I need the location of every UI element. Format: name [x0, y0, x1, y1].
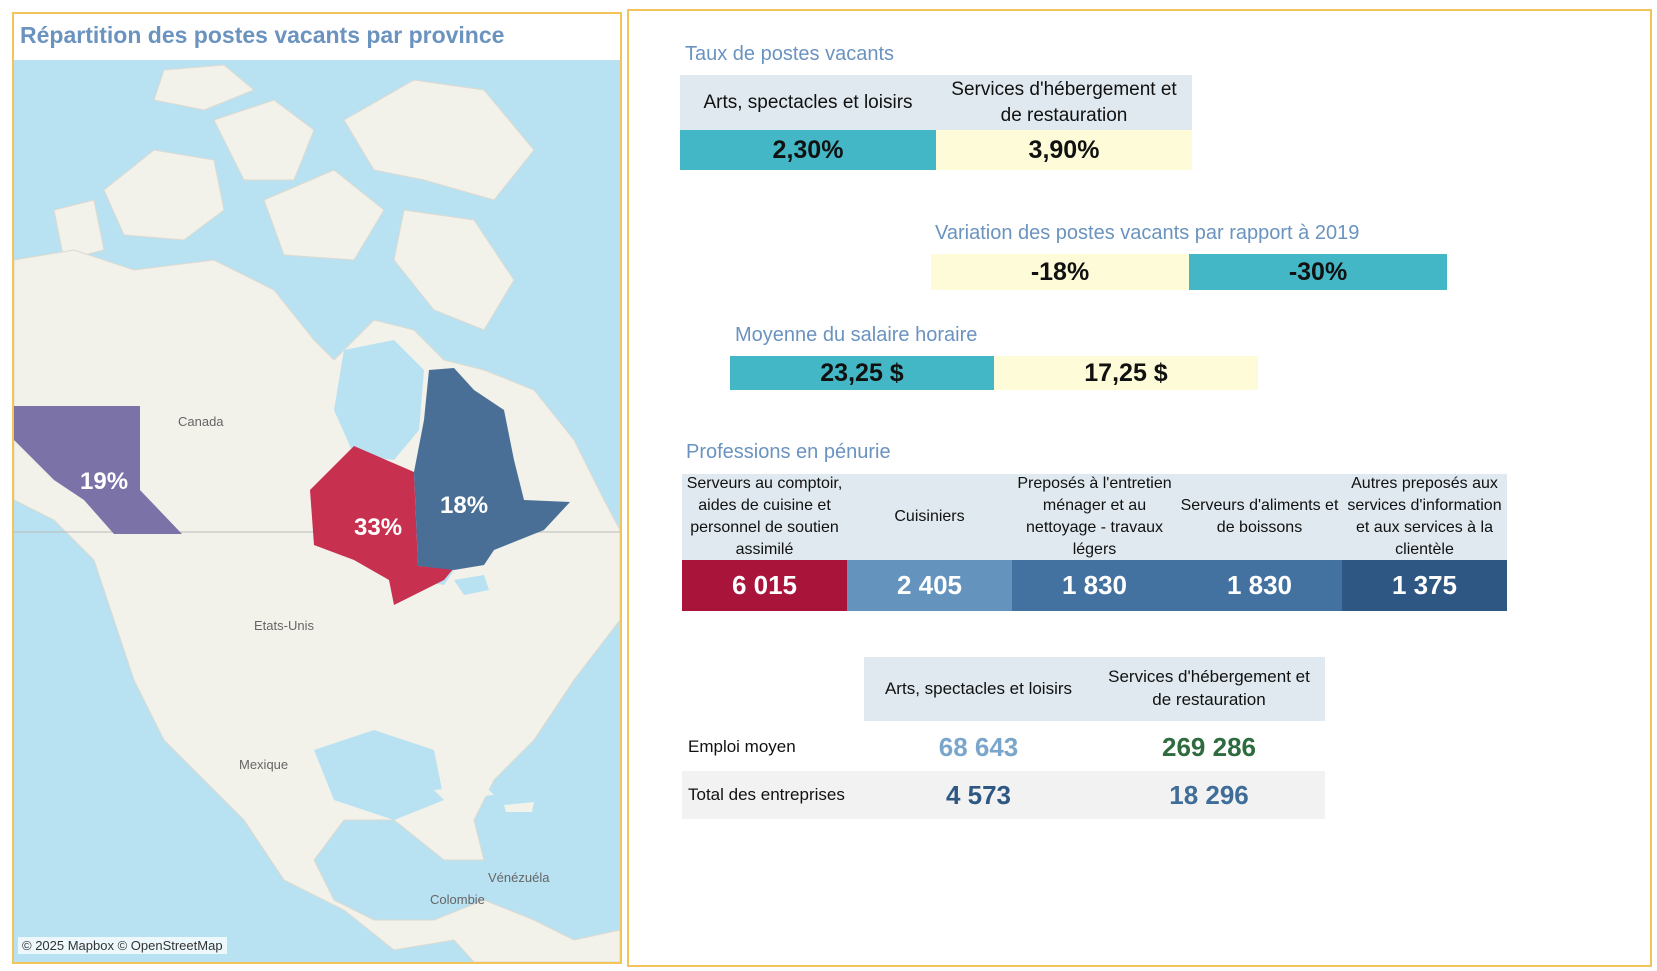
- dashboard-panel: Taux de postes vacants Arts, spectacles …: [627, 9, 1652, 967]
- variation-value-arts: -18%: [931, 254, 1189, 290]
- table-row-label-emploi: Emploi moyen: [688, 737, 796, 756]
- map-svg: [14, 60, 620, 962]
- rate-value-arts: 2,30%: [680, 130, 936, 170]
- variation-title: Variation des postes vacants par rapport…: [935, 222, 1360, 244]
- shortage-value-autres: 1 375: [1342, 560, 1507, 611]
- table-header-hebergement: Services d'hébergement et de restauratio…: [1093, 657, 1325, 721]
- rate-header-arts: Arts, spectacles et loisirs: [680, 75, 936, 130]
- rate-header-hebergement: Services d'hébergement et de restauratio…: [936, 75, 1192, 130]
- wage-value-hebergement: 17,25 $: [994, 356, 1258, 390]
- table-value-entreprises-hebergement: 18 296: [1169, 779, 1249, 810]
- rate-title: Taux de postes vacants: [685, 43, 895, 65]
- rate-value-hebergement: 3,90%: [936, 130, 1192, 170]
- label-canada: Canada: [178, 414, 224, 429]
- map-canvas[interactable]: Canada Etats-Unis Mexique Vénézuéla Colo…: [14, 60, 620, 962]
- wage-title: Moyenne du salaire horaire: [735, 324, 978, 346]
- shortage-header-autres: Autres preposés aux services d'informati…: [1342, 474, 1507, 560]
- shortage-title: Professions en pénurie: [686, 441, 891, 463]
- province-ontario[interactable]: [310, 446, 454, 605]
- pct-quebec: 18%: [440, 492, 489, 519]
- shortage-header-cuisiniers: Cuisiniers: [847, 474, 1012, 560]
- caribbean-islands: [434, 785, 534, 812]
- shortage-header-serveurs-comptoir: Serveurs au comptoir, aides de cuisine e…: [682, 474, 847, 560]
- pct-ontario: 33%: [354, 514, 403, 541]
- hudson-bay: [334, 340, 424, 460]
- map-title: Répartition des postes vacants par provi…: [20, 22, 505, 48]
- label-venezuela: Vénézuéla: [488, 870, 550, 885]
- map-attribution[interactable]: © 2025 Mapbox © OpenStreetMap: [18, 937, 227, 954]
- shortage-value-entretien: 1 830: [1012, 560, 1177, 611]
- map-panel: Répartition des postes vacants par provi…: [12, 12, 622, 964]
- label-usa: Etats-Unis: [254, 618, 314, 633]
- variation-value-hebergement: -30%: [1189, 254, 1447, 290]
- arctic-islands: [53, 64, 535, 331]
- shortage-value-cuisiniers: 2 405: [847, 560, 1012, 611]
- shortage-value-serveurs-aliments: 1 830: [1177, 560, 1342, 611]
- label-mexico: Mexique: [239, 757, 289, 772]
- table-row-label-entreprises: Total des entreprises: [688, 785, 845, 804]
- table-row-entreprises: [682, 771, 1325, 819]
- shortage-value-serveurs-comptoir: 6 015: [682, 560, 847, 611]
- shortage-header-entretien: Preposés à l'entretien ménager et au net…: [1012, 474, 1177, 560]
- table-value-emploi-arts: 68 643: [938, 731, 1019, 762]
- province-bc[interactable]: [14, 406, 182, 534]
- table-value-entreprises-arts: 4 573: [945, 779, 1012, 810]
- province-quebec[interactable]: [414, 368, 570, 570]
- table-header-arts: Arts, spectacles et loisirs: [864, 657, 1093, 721]
- pct-bc: 19%: [80, 468, 129, 495]
- wage-value-arts: 23,25 $: [730, 356, 994, 390]
- label-colombia: Colombie: [430, 892, 485, 907]
- gulf-of-mexico: [314, 730, 444, 820]
- shortage-header-serveurs-aliments: Serveurs d'aliments et de boissons: [1177, 474, 1342, 560]
- table-value-emploi-hebergement: 269 286: [1162, 731, 1256, 762]
